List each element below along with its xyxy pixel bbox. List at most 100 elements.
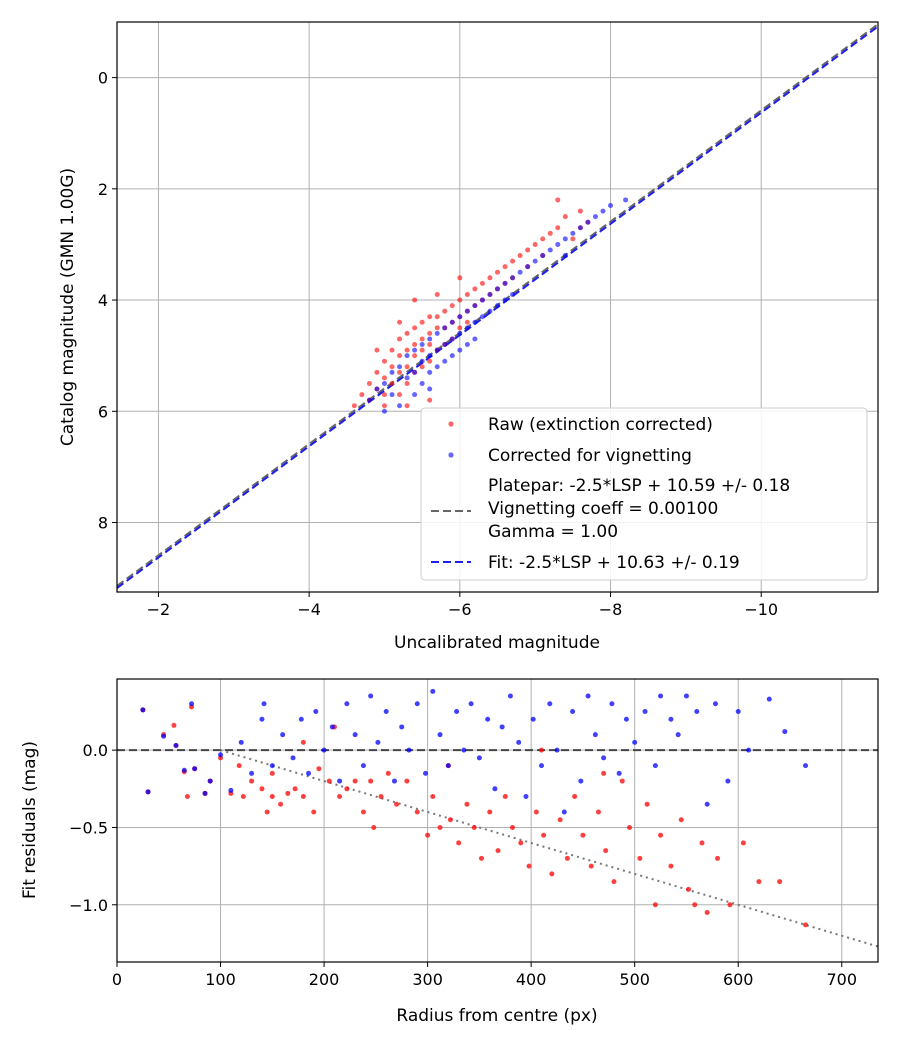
corrected-point [547, 701, 553, 707]
x-tick-label: 200 [309, 970, 340, 989]
corrected-point [434, 364, 440, 370]
corrected-point [570, 230, 576, 236]
raw-point [311, 809, 317, 815]
corrected-point [461, 747, 467, 753]
raw-point [434, 325, 440, 331]
corrected-point [399, 724, 405, 730]
legend-gamma-label: Gamma = 1.00 [488, 522, 618, 542]
raw-point [627, 824, 633, 830]
raw-point [686, 886, 692, 892]
corrected-point [472, 303, 478, 309]
raw-point [588, 863, 594, 869]
raw-point [570, 236, 576, 242]
legend-box [420, 407, 868, 581]
raw-point [427, 397, 433, 403]
corrected-point [412, 392, 418, 398]
raw-point [419, 347, 425, 353]
corrected-point [457, 314, 463, 320]
raw-point [404, 364, 410, 370]
top-axes-frame [116, 21, 879, 593]
corrected-point [192, 766, 198, 772]
corrected-point [161, 733, 167, 739]
raw-point [637, 855, 643, 861]
raw-point [619, 778, 625, 784]
corrected-point [592, 732, 598, 738]
raw-point [378, 794, 384, 800]
raw-point [425, 832, 431, 838]
x-tick-label: 100 [205, 970, 236, 989]
raw-point [557, 817, 563, 823]
corrected-point [507, 693, 513, 699]
bottom-x-axis-label: Radius from centre (px) [396, 1006, 597, 1026]
corrected-point [517, 269, 523, 275]
corrected-point [454, 708, 460, 714]
corrected-point [616, 770, 622, 776]
raw-point [404, 380, 410, 386]
corrected-point [532, 258, 538, 264]
corrected-point [495, 286, 500, 292]
raw-point [326, 778, 332, 784]
raw-point [564, 855, 570, 861]
raw-point [374, 347, 380, 353]
bottom-plot-background [117, 679, 878, 962]
corrected-point [427, 353, 433, 359]
corrected-point [381, 380, 387, 386]
corrected-point [476, 755, 482, 761]
corrected-point [578, 778, 584, 784]
raw-point [756, 879, 762, 885]
raw-point [300, 739, 306, 745]
raw-point [285, 790, 291, 796]
raw-point [427, 330, 433, 336]
top-y-ticks: 0 2 4 6 8 [98, 69, 117, 532]
corrected-point [510, 275, 516, 281]
corrected-point [623, 716, 629, 722]
raw-point [352, 778, 358, 784]
legend-vignetting-label: Vignetting coeff = 0.00100 [488, 499, 718, 519]
raw-point [404, 347, 410, 353]
corrected-point [562, 236, 568, 242]
raw-point [419, 319, 425, 325]
raw-point [532, 241, 538, 247]
legend-corrected-label: Corrected for vignetting [488, 446, 692, 466]
corrected-point [487, 291, 493, 297]
corrected-point [585, 219, 591, 225]
raw-point [434, 314, 440, 320]
corrected-point [442, 342, 448, 348]
raw-point [727, 902, 733, 908]
corrected-point [523, 794, 529, 800]
raw-point [404, 330, 410, 336]
raw-point [381, 392, 387, 398]
corrected-point [502, 297, 508, 303]
x-tick-label: −8 [599, 600, 623, 619]
corrected-point [449, 336, 455, 342]
corrected-point [434, 330, 440, 336]
raw-point [580, 832, 586, 838]
raw-point [264, 809, 270, 815]
y-tick-label: 6 [98, 402, 108, 421]
x-tick-label: −10 [744, 600, 778, 619]
corrected-point [457, 330, 463, 336]
raw-point [430, 794, 436, 800]
corrected-point [449, 353, 455, 359]
corrected-point [218, 752, 224, 758]
corrected-point [389, 369, 395, 375]
raw-point [487, 275, 493, 281]
corrected-point [427, 369, 433, 375]
corrected-point [712, 701, 718, 707]
raw-point [699, 840, 705, 846]
raw-point [457, 275, 463, 281]
raw-point [249, 778, 255, 784]
raw-point [394, 801, 400, 807]
corrected-point [694, 708, 700, 714]
bottom-y-axis-label: Fit residuals (mag) [20, 741, 40, 899]
raw-point [412, 325, 418, 331]
corrected-point [577, 225, 583, 231]
corrected-point [600, 208, 606, 214]
raw-point [412, 353, 418, 359]
raw-point [419, 336, 425, 342]
raw-point [510, 824, 516, 830]
corrected-point [313, 708, 319, 714]
raw-point [704, 910, 710, 916]
corrected-point [492, 786, 498, 792]
raw-point [337, 794, 343, 800]
